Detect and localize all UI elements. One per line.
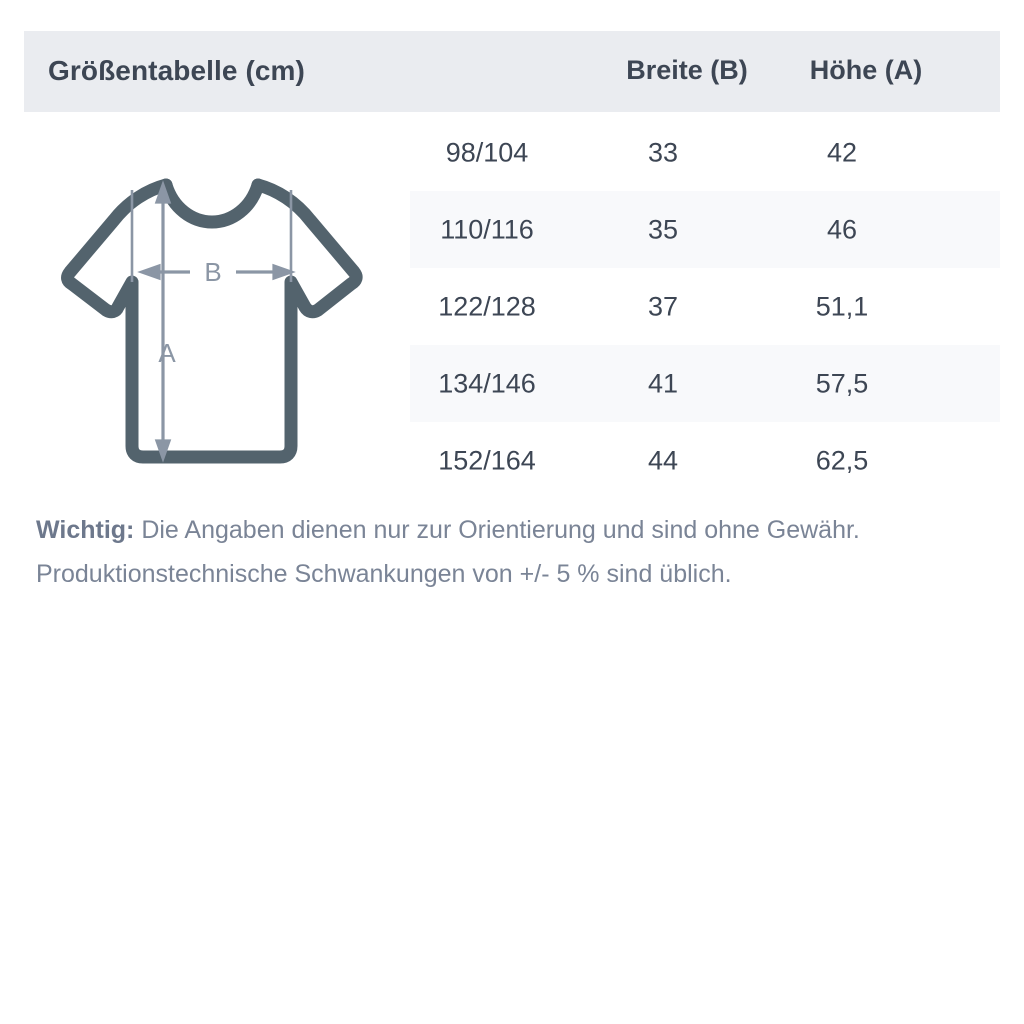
disclaimer-line-1: Die Angaben dienen nur zur Orientierung … [134,516,860,544]
cell-size: 110/116 [440,214,534,244]
cell-size: 152/164 [438,445,536,475]
cell-height: 46 [826,214,858,244]
cell-width: 41 [647,368,679,398]
width-arrow-right [272,263,296,281]
column-header-width: Breite (B) [626,55,748,85]
page-title: Größentabelle (cm) [48,55,305,86]
table-row: 152/164 44 62,5 [410,422,1000,499]
table-row: 98/104 33 42 [410,114,1000,191]
cell-width: 44 [647,445,679,475]
size-table-body: 98/104 33 42 110/116 35 46 122/128 37 51… [410,114,1000,499]
table-row: 122/128 37 51,1 [410,268,1000,345]
cell-width: 37 [647,291,679,321]
cell-width: 35 [647,214,679,244]
cell-height: 62,5 [815,445,869,475]
table-header: Größentabelle (cm) Breite (B) Höhe (A) [24,31,1000,112]
disclaimer-line-2: Produktionstechnische Schwankungen von +… [36,560,732,588]
cell-height: 51,1 [815,291,869,321]
table-row: 134/146 41 57,5 [410,345,1000,422]
width-label: B [204,257,221,287]
cell-width: 33 [647,137,679,167]
cell-height: 42 [826,137,858,167]
cell-size: 134/146 [438,368,536,398]
disclaimer-label: Wichtig: [36,516,135,544]
disclaimer-note: Wichtig: Die Angaben dienen nur zur Orie… [36,508,996,596]
height-arrow-down [154,439,172,463]
cell-size: 122/128 [438,291,536,321]
column-header-height: Höhe (A) [809,55,923,85]
height-label: A [158,338,176,368]
cell-height: 57,5 [815,368,869,398]
width-arrow-left [137,263,161,281]
dimension-arrows [130,180,296,463]
cell-size: 98/104 [445,137,529,167]
height-arrow-up [154,180,172,204]
tshirt-diagram: B A [48,150,388,490]
tshirt-icon [61,178,363,464]
table-row: 110/116 35 46 [410,191,1000,268]
